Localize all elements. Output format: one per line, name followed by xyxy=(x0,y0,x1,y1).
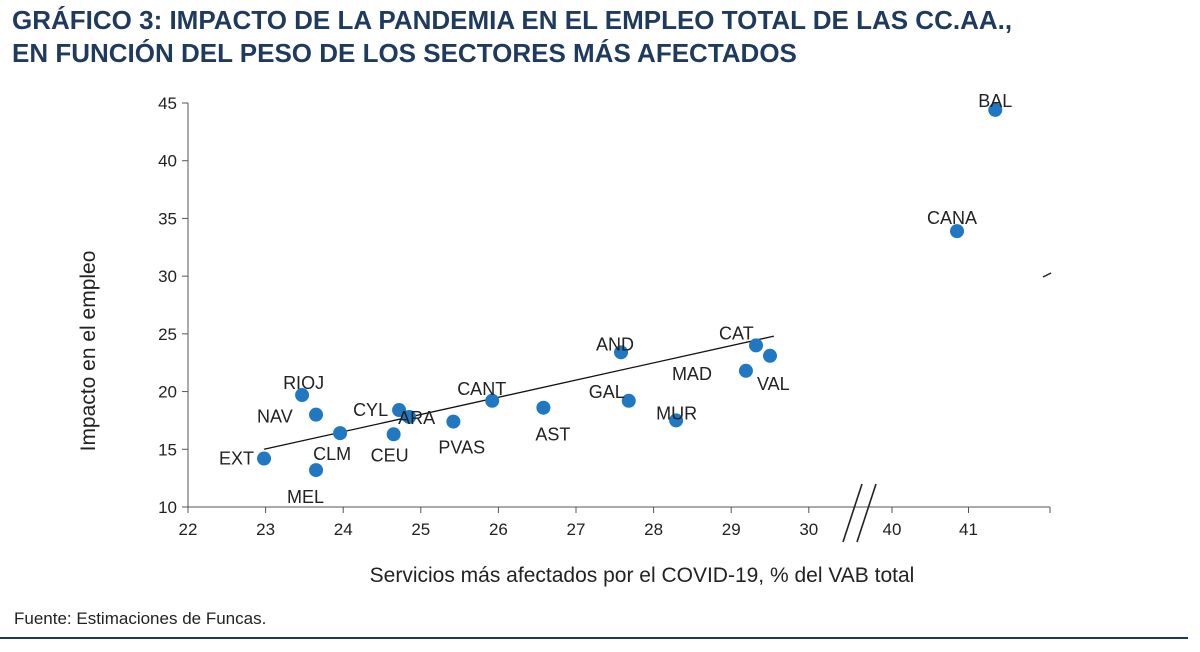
point-label-ceu: CEU xyxy=(371,445,409,465)
point-label-mel: MEL xyxy=(287,487,324,507)
trend-stub-mark xyxy=(1042,272,1052,278)
y-tick-label: 10 xyxy=(158,498,177,517)
axis-break-mark xyxy=(856,483,877,543)
point-label-cat: CAT xyxy=(719,323,754,343)
data-point-mad xyxy=(738,363,753,378)
data-point-cyl xyxy=(392,403,407,418)
data-point-mur xyxy=(669,413,684,428)
point-label-gal: GAL xyxy=(589,382,625,402)
point-label-cana: CANA xyxy=(927,208,977,228)
data-point-val xyxy=(763,348,777,363)
point-label-cyl: CYL xyxy=(353,400,388,420)
x-tick-label: 25 xyxy=(411,520,430,539)
title-line-1: GRÁFICO 3: IMPACTO DE LA PANDEMIA EN EL … xyxy=(12,5,1013,35)
y-tick-label: 35 xyxy=(158,209,177,228)
data-point-rioj xyxy=(295,388,310,403)
point-label-bal: BAL xyxy=(978,91,1012,111)
point-label-cant: CANT xyxy=(457,379,506,399)
source-note: Fuente: Estimaciones de Funcas. xyxy=(14,609,267,628)
bottom-rule xyxy=(0,637,1188,639)
data-point-ara xyxy=(402,409,417,424)
point-label-nav: NAV xyxy=(257,407,293,427)
point-label-and: AND xyxy=(596,334,634,354)
x-tick-label: 28 xyxy=(644,520,663,539)
y-tick-label: 15 xyxy=(158,440,177,459)
x-tick-label: 23 xyxy=(256,520,275,539)
x-tick-label: 26 xyxy=(489,520,508,539)
y-tick-label: 30 xyxy=(158,267,177,286)
x-tick-label: 30 xyxy=(799,520,818,539)
y-tick-label: 25 xyxy=(158,325,177,344)
data-point-nav xyxy=(309,407,324,422)
point-label-ast: AST xyxy=(535,425,570,445)
x-tick-label: 27 xyxy=(567,520,586,539)
y-tick-label: 45 xyxy=(158,94,177,113)
y-tick-label: 40 xyxy=(158,152,177,171)
data-point-ceu xyxy=(386,427,401,442)
x-tick-label: 22 xyxy=(179,520,198,539)
data-point-ext xyxy=(257,451,272,466)
data-point-cat xyxy=(749,338,764,353)
x-tick-label: 29 xyxy=(722,520,741,539)
data-point-pvas xyxy=(446,414,461,429)
data-point-bal xyxy=(988,102,1003,117)
trend-line xyxy=(263,335,775,450)
point-label-rioj: RIOJ xyxy=(283,373,324,393)
point-label-val: VAL xyxy=(757,374,790,394)
point-label-ext: EXT xyxy=(219,449,254,469)
data-point-and xyxy=(614,345,629,360)
point-label-mad: MAD xyxy=(672,364,712,384)
point-label-clm: CLM xyxy=(313,444,351,464)
x-tick-label: 24 xyxy=(334,520,353,539)
data-point-clm xyxy=(333,426,348,441)
data-point-cant xyxy=(485,393,500,408)
axis-break-mark xyxy=(842,483,863,543)
data-point-cana xyxy=(950,224,965,239)
data-point-ast xyxy=(536,400,551,415)
data-point-gal xyxy=(621,393,636,408)
chart-title: GRÁFICO 3: IMPACTO DE LA PANDEMIA EN EL … xyxy=(12,4,1192,70)
data-point-mel xyxy=(309,463,324,478)
x-tick-label: 40 xyxy=(883,520,902,539)
scatter-chart: 10 15 20 25 30 35 40 45 22 23 24 25 26 27 28 29 30 40 41 Se… xyxy=(77,91,1052,587)
point-label-ara: ARA xyxy=(398,408,435,428)
x-tick-label: 41 xyxy=(959,520,978,539)
title-line-2: EN FUNCIÓN DEL PESO DE LOS SECTORES MÁS … xyxy=(12,38,797,68)
point-label-pvas: PVAS xyxy=(438,438,485,458)
y-axis-label: Impacto en el empleo xyxy=(77,251,100,452)
point-label-mur: MUR xyxy=(656,403,697,423)
y-tick-label: 20 xyxy=(158,383,177,402)
x-axis-label: Servicios más afectados por el COVID-19,… xyxy=(370,564,915,587)
